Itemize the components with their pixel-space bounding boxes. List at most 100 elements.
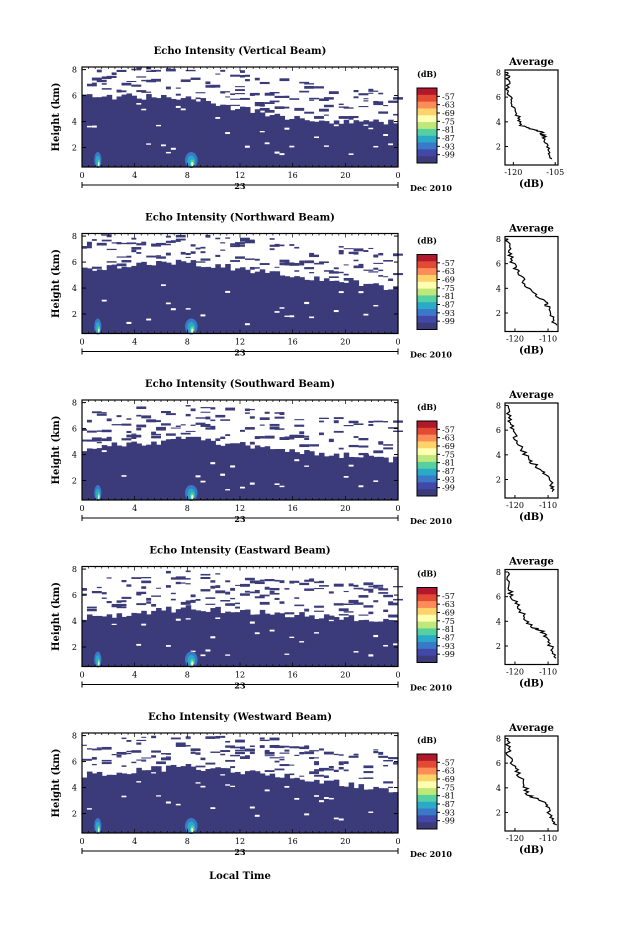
echo-speckle <box>259 601 270 605</box>
colorbar-label: -93 <box>442 642 455 651</box>
echo-speckle <box>299 90 310 93</box>
colorbar-swatch <box>417 767 437 775</box>
echo-column <box>106 774 113 833</box>
echo-column <box>368 789 374 833</box>
echo-column <box>348 280 355 334</box>
echo-speckle <box>205 234 211 238</box>
echo-column <box>279 275 286 334</box>
echo-speckle <box>358 588 364 590</box>
echo-speckle <box>156 420 161 422</box>
echo-gap <box>343 476 349 478</box>
echo-speckle <box>383 759 394 762</box>
echo-speckle <box>269 244 280 247</box>
echo-column <box>393 123 399 167</box>
echo-column <box>230 772 236 833</box>
echo-speckle <box>279 764 290 767</box>
echo-column <box>180 607 187 667</box>
profile-frame <box>504 568 559 666</box>
echo-speckle <box>235 606 240 609</box>
echo-speckle <box>165 252 171 256</box>
echo-speckle <box>205 81 211 85</box>
echo-speckle <box>249 745 255 747</box>
echo-gap <box>284 653 290 655</box>
echo-column <box>383 289 389 334</box>
y-tick-label: 8 <box>72 66 77 75</box>
profile-y-tick-label: 6 <box>496 593 501 602</box>
echo-speckle <box>136 90 147 93</box>
echo-column <box>388 792 394 833</box>
echo-gap <box>368 127 374 130</box>
echo-speckle <box>368 424 374 426</box>
echo-speckle <box>383 609 389 612</box>
echo-gap <box>200 785 206 788</box>
echo-speckle <box>91 266 102 269</box>
echo-speckle <box>200 258 211 261</box>
x-tick-label: 0 <box>79 671 84 680</box>
colorbar-swatch <box>417 108 437 116</box>
y-tick-label: 4 <box>72 284 77 293</box>
profile-y-tick-label: 6 <box>496 260 501 269</box>
echo-gap <box>304 465 310 467</box>
echo-column <box>393 792 399 833</box>
echo-speckle <box>240 237 250 241</box>
echo-column <box>338 282 345 334</box>
profile-x-label: (dB) <box>519 512 544 523</box>
echo-speckle <box>106 436 112 440</box>
echo-column <box>363 619 369 667</box>
echo-speckle <box>161 243 171 246</box>
echo-speckle <box>383 781 394 784</box>
echo-speckle <box>185 253 191 256</box>
echo-speckle <box>235 89 245 92</box>
echo-speckle <box>289 773 295 776</box>
echo-speckle <box>225 96 231 98</box>
echo-column <box>289 118 295 167</box>
echo-speckle <box>116 600 122 603</box>
echo-column <box>304 120 310 167</box>
echo-speckle <box>343 769 349 772</box>
echo-column <box>106 94 113 167</box>
echo-column <box>96 771 103 833</box>
colorbar-label: -63 <box>442 767 455 776</box>
echo-gap <box>368 811 374 813</box>
echo-column <box>111 442 118 500</box>
echo-speckle <box>101 762 112 765</box>
echo-speckle <box>314 605 324 608</box>
echo-column <box>304 279 310 334</box>
echo-speckle <box>368 88 374 92</box>
echo-speckle <box>210 585 216 589</box>
echo-speckle <box>299 434 305 438</box>
echo-speckle <box>323 104 334 108</box>
echo-speckle <box>230 243 241 246</box>
echo-speckle <box>393 762 398 765</box>
echo-column <box>299 779 305 833</box>
echo-column <box>230 443 236 500</box>
echo-speckle <box>215 585 221 588</box>
echo-speckle <box>220 242 226 244</box>
echo-speckle <box>274 579 280 582</box>
echo-speckle <box>383 447 394 450</box>
echo-speckle <box>235 244 245 247</box>
echo-speckle <box>264 411 270 414</box>
echo-column <box>388 620 394 667</box>
x-tick-label: 12 <box>235 837 245 846</box>
echo-gap <box>348 153 354 155</box>
echo-column <box>205 438 211 500</box>
echo-speckle <box>200 407 211 409</box>
echo-speckle <box>210 84 221 88</box>
echo-column <box>151 610 157 667</box>
echo-speckle <box>165 413 176 416</box>
colorbar-label: -63 <box>442 267 455 276</box>
echo-speckle <box>294 580 300 583</box>
echo-speckle <box>131 237 137 240</box>
echo-speckle <box>121 260 132 263</box>
x-tick-label: 8 <box>185 837 190 846</box>
echo-column <box>121 773 128 833</box>
echo-column <box>185 763 192 833</box>
colorbar-frame <box>416 753 438 830</box>
echo-speckle <box>383 105 389 107</box>
x-tick-label: 0 <box>395 504 400 513</box>
echo-column <box>328 615 335 667</box>
echo-column <box>240 442 246 500</box>
echo-column <box>358 285 365 334</box>
echo-speckle <box>304 437 310 440</box>
